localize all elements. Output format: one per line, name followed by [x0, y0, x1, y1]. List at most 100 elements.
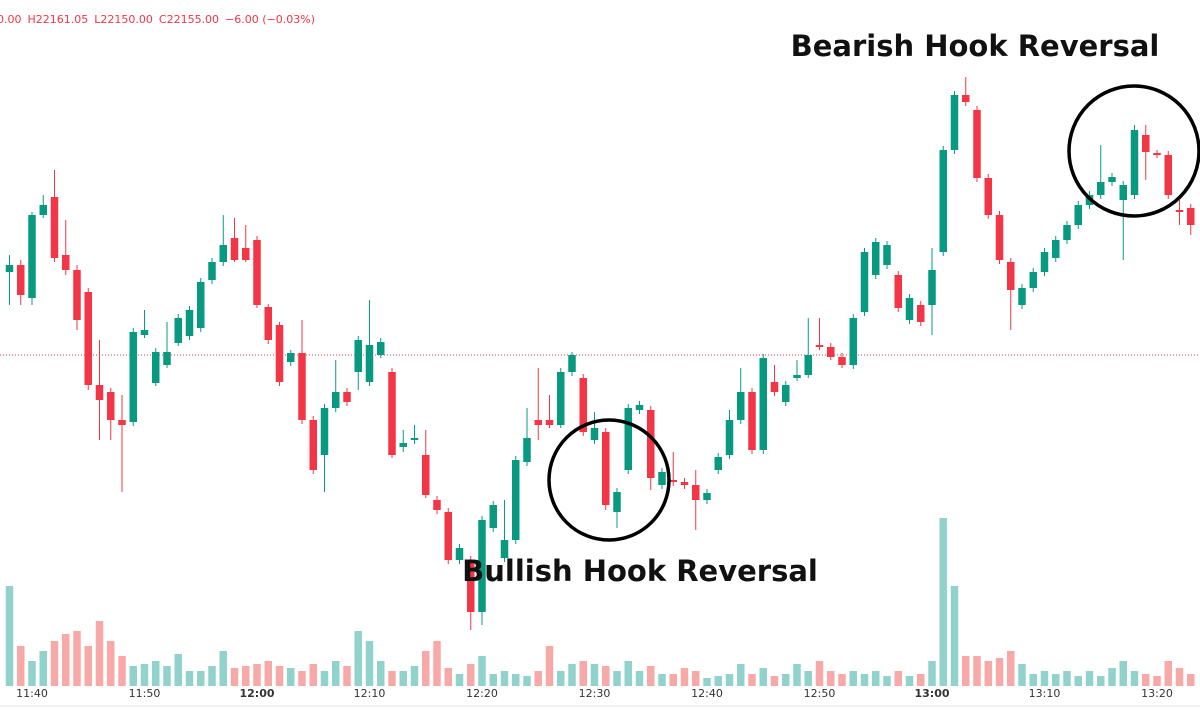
candle-body	[298, 353, 306, 420]
candle-body	[703, 493, 711, 500]
volume-bar	[590, 664, 599, 686]
candle-body	[669, 480, 677, 482]
volume-bar	[1187, 674, 1195, 686]
volume-bar	[1175, 668, 1184, 686]
annotation: Bullish Hook Reversal	[462, 554, 818, 588]
volume-bar	[759, 668, 767, 686]
highlight-circle	[547, 418, 671, 542]
volume-bar	[545, 646, 554, 686]
candle-body	[973, 110, 981, 178]
volume-bar	[815, 661, 824, 686]
volume-bar	[388, 671, 396, 686]
volume-bar	[1052, 674, 1060, 686]
candle-body	[928, 270, 936, 305]
volume-bar	[725, 674, 734, 686]
candle-body	[759, 358, 767, 450]
candle-body	[95, 385, 104, 400]
candle-body	[568, 355, 576, 372]
candle-body	[84, 292, 92, 385]
candle-body	[860, 252, 869, 312]
volume-bar	[1018, 664, 1026, 686]
volume-bar	[680, 668, 689, 686]
volume-bar	[95, 621, 104, 686]
candle-body	[635, 405, 644, 410]
volume-bar	[804, 671, 812, 686]
candle-body	[849, 318, 857, 365]
x-tick-label: 12:20	[466, 687, 498, 700]
candle-body	[737, 392, 745, 420]
candle-body	[219, 245, 227, 262]
candle-body	[253, 240, 261, 305]
candle-body	[275, 325, 284, 382]
volume-bar	[1130, 671, 1139, 686]
candle-body	[388, 372, 396, 455]
candle-body	[1108, 177, 1116, 182]
candle-body	[590, 428, 599, 440]
highlight-circle	[1067, 84, 1200, 218]
volume-bar	[703, 678, 711, 686]
candle-body	[444, 512, 452, 560]
candle-body	[905, 298, 914, 320]
volume-bar	[17, 646, 25, 686]
volume-bar	[905, 676, 914, 686]
volume-bar	[28, 661, 36, 686]
candle-body	[39, 205, 47, 215]
candle-body	[1029, 272, 1037, 288]
volume-bar	[185, 671, 194, 686]
candle-body	[140, 330, 149, 335]
candle-body	[872, 242, 880, 275]
volume-bar	[287, 668, 295, 686]
candle-body	[230, 238, 239, 260]
candle-body	[894, 275, 902, 308]
volume-bar	[748, 674, 756, 686]
candle-body	[1142, 135, 1150, 152]
candle-body	[658, 472, 666, 485]
x-tick-label: 12:00	[239, 687, 274, 700]
candle-body	[984, 178, 992, 215]
volume-bar	[1097, 676, 1105, 686]
volume-bar	[399, 671, 407, 686]
candle-body	[433, 500, 441, 510]
volume-bar	[658, 674, 666, 686]
x-tick-label: 13:00	[914, 687, 949, 700]
volume-bar	[883, 676, 891, 686]
volume-bar	[995, 658, 1004, 686]
candle-body	[1063, 225, 1071, 240]
volume-bar	[1029, 674, 1037, 686]
candle-body	[343, 392, 351, 402]
volume-bar	[62, 634, 70, 686]
volume-bar	[264, 661, 272, 686]
volume-bar	[1142, 674, 1150, 686]
volume-bar	[478, 656, 486, 686]
candle-body	[793, 375, 801, 378]
volume-bar	[129, 666, 137, 686]
volume-bar	[534, 671, 542, 686]
candle-body	[714, 457, 722, 470]
header: 0.00 H22161.05 L22150.00 C22155.00 −6.00 (−0…	[0, 13, 315, 26]
candle-body	[365, 345, 374, 382]
volume-bar	[73, 631, 81, 686]
candle-body	[467, 560, 475, 612]
candle-body	[185, 310, 194, 336]
candle-body	[579, 378, 587, 432]
volume-bar	[973, 656, 981, 686]
candle-body	[680, 482, 689, 485]
volume-bar	[1040, 671, 1049, 686]
volume-bar	[950, 586, 959, 686]
volume-bar	[253, 664, 261, 686]
candle-body	[478, 520, 486, 612]
candle-body	[500, 540, 509, 558]
volume-bar	[984, 661, 992, 686]
candle-body	[883, 245, 891, 265]
candle-body	[455, 548, 464, 560]
candle-body	[804, 355, 812, 375]
candle-body	[827, 347, 835, 357]
x-tick-label: 13:10	[1029, 687, 1061, 700]
candle-body	[613, 492, 621, 512]
volume-bar	[962, 656, 970, 686]
volume-bar	[1164, 661, 1172, 686]
volume-bar	[917, 674, 925, 686]
candle-body	[489, 505, 497, 528]
